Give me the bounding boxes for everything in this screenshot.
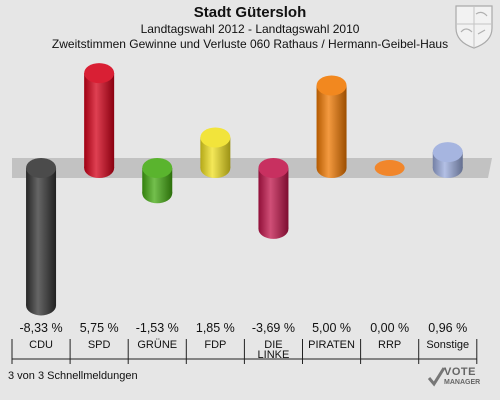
bar-cdu	[26, 158, 57, 316]
bar-rrp	[374, 160, 405, 176]
bar-piraten	[316, 75, 347, 178]
logo-subtext: MANAGER	[444, 379, 481, 386]
bar-cap	[374, 160, 405, 176]
bar-body	[26, 168, 57, 306]
bar-top-cap	[200, 127, 231, 148]
value-label: -3,69 %	[252, 321, 295, 335]
category-label: PIRATEN	[308, 339, 355, 351]
bar-body	[84, 73, 115, 168]
value-label: 0,00 %	[370, 321, 409, 335]
bar-fdp	[200, 127, 231, 178]
category-label: GRÜNE	[137, 339, 177, 351]
chart-subtitle: Landtagswahl 2012 - Landtagswahl 2010	[140, 22, 360, 36]
bar-sonstige	[432, 142, 463, 178]
coat-of-arms-icon	[455, 5, 493, 49]
bar-bottom-cap	[258, 218, 289, 239]
bar-die-linke	[258, 158, 289, 239]
bar-top-cap	[258, 158, 289, 178]
bar-bottom-cap	[142, 183, 173, 204]
bar-bottom-cap	[84, 158, 115, 178]
value-label: 5,75 %	[80, 321, 119, 335]
bar-spd	[84, 63, 115, 178]
bar-bottom-cap	[26, 295, 57, 316]
category-label: DIE	[264, 339, 282, 351]
vote-checkmark-icon	[428, 367, 446, 387]
bar-top-cap	[316, 75, 347, 96]
category-label: Sonstige	[426, 339, 469, 351]
value-label: 0,96 %	[428, 321, 467, 335]
category-label: SPD	[88, 339, 111, 351]
bar-body	[258, 168, 289, 229]
value-label: -8,33 %	[20, 321, 63, 335]
bar-bottom-cap	[432, 158, 463, 178]
bar-top-cap	[84, 63, 115, 84]
value-label: 1,85 %	[196, 321, 235, 335]
bar-bottom-cap	[200, 158, 231, 178]
bar-grüne	[142, 158, 173, 204]
value-label: -1,53 %	[136, 321, 179, 335]
logo-text: VOTE	[444, 366, 476, 378]
bar-top-cap	[432, 142, 463, 163]
category-label: FDP	[204, 339, 226, 351]
bar-top-cap	[26, 158, 57, 178]
chart-title: Stadt Gütersloh	[193, 4, 307, 21]
category-label: LINKE	[258, 349, 290, 361]
category-label: CDU	[29, 339, 53, 351]
bar-top-cap	[142, 158, 173, 178]
bar-body	[316, 85, 347, 168]
zero-baseline-band	[12, 158, 492, 178]
footer-note: 3 von 3 Schnellmeldungen	[8, 370, 138, 382]
category-label: RRP	[378, 339, 401, 351]
value-label: 5,00 %	[312, 321, 351, 335]
bar-bottom-cap	[316, 158, 347, 178]
chart-description: Zweitstimmen Gewinne und Verluste 060 Ra…	[51, 37, 449, 51]
